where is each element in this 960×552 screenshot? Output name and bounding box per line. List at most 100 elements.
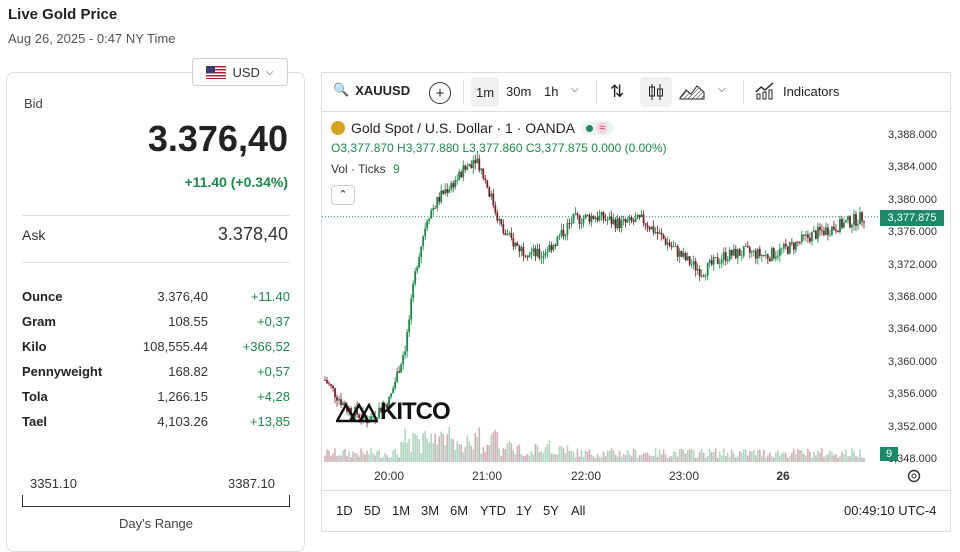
market-status-icon: ≈ — [581, 121, 614, 135]
volume-bar — [368, 454, 370, 462]
candle-body — [626, 220, 629, 223]
bottom-divider — [322, 490, 950, 491]
bar-style-icon[interactable]: ⇅ — [610, 82, 625, 101]
candle-body — [468, 164, 471, 167]
volume-bar — [738, 451, 741, 462]
volume-bar — [740, 452, 743, 462]
candle-body — [742, 246, 745, 256]
candle-body — [628, 217, 631, 221]
candle-body — [746, 245, 749, 248]
volume-bar — [470, 445, 473, 462]
volume-bar — [752, 450, 755, 462]
candle-body — [792, 242, 795, 250]
volume-bar — [436, 444, 439, 462]
volume-bar — [730, 449, 733, 462]
candle-body — [368, 422, 370, 424]
candle-body — [724, 252, 727, 261]
volume-bar — [720, 455, 723, 462]
candle-body — [622, 219, 625, 221]
volume-bar — [464, 447, 467, 462]
volume-bar — [438, 436, 441, 462]
volume-bar — [801, 450, 803, 462]
candle-body — [578, 215, 581, 224]
candle-body — [658, 232, 661, 234]
timeframe-30m[interactable]: 30m — [506, 84, 532, 99]
volume-bar — [748, 450, 751, 462]
candle-body — [604, 219, 607, 221]
currency-select[interactable]: USD ⌵ — [192, 58, 288, 86]
timeframe-1h[interactable]: 1h — [544, 84, 559, 99]
range-3m[interactable]: 3M — [421, 503, 440, 518]
range-1y[interactable]: 1Y — [516, 503, 532, 518]
range-5y[interactable]: 5Y — [543, 503, 559, 518]
candle-body — [536, 248, 539, 257]
candle-body — [730, 249, 733, 256]
range-ytd[interactable]: YTD — [480, 503, 506, 518]
candle-body — [823, 230, 825, 235]
candle-body — [478, 158, 481, 171]
candle-body — [592, 215, 595, 219]
unit-price: 1,266.15 — [157, 389, 208, 404]
volume-bar — [861, 457, 863, 462]
range-all[interactable]: All — [571, 503, 586, 518]
price-chart[interactable] — [322, 112, 880, 464]
volume-bar — [710, 452, 713, 462]
range-1d[interactable]: 1D — [336, 503, 353, 518]
candle-body — [534, 248, 537, 257]
candle-body — [706, 263, 709, 276]
volume-bar — [394, 448, 396, 462]
volume-bar — [769, 452, 771, 462]
range-5d[interactable]: 5D — [364, 503, 381, 518]
candle-body — [764, 254, 767, 256]
candle-body — [332, 385, 334, 389]
candle-body — [770, 248, 773, 262]
candle-body — [498, 219, 501, 221]
candles-icon[interactable] — [640, 77, 672, 107]
candle-body — [680, 250, 683, 257]
candle-body — [500, 219, 503, 225]
volume-bar — [598, 456, 601, 462]
volume-bar — [833, 455, 835, 462]
volume-bar — [777, 450, 779, 462]
timeframe-1m[interactable]: 1m — [471, 77, 499, 107]
indicators-button[interactable]: Indicators — [755, 82, 839, 100]
volume-bar — [829, 450, 831, 462]
volume-value: 9 — [393, 162, 400, 176]
area-chart-icon[interactable] — [679, 82, 705, 100]
candle-body — [650, 226, 653, 230]
volume-bar — [849, 456, 851, 462]
volume-bar — [396, 454, 398, 462]
candle-body — [790, 242, 793, 244]
chevron-down-icon[interactable]: ⌵ — [571, 84, 579, 95]
last-volume-tag: 9 — [880, 447, 898, 461]
gold-coin-icon — [331, 121, 345, 135]
volume-bar — [472, 449, 475, 462]
volume-bar — [434, 433, 437, 462]
volume-bar — [666, 457, 669, 462]
volume-bar — [476, 436, 479, 462]
volume-bar — [416, 435, 418, 462]
candle-body — [540, 257, 543, 259]
chevron-down-icon[interactable]: ⌵ — [718, 84, 726, 95]
volume-bar — [506, 443, 509, 462]
candle-body — [835, 229, 837, 231]
volume-bar — [638, 455, 641, 462]
candle-body — [550, 244, 553, 251]
volume-bar — [843, 454, 845, 462]
candle-body — [512, 237, 515, 247]
volume-bar — [684, 453, 687, 462]
candle-body — [588, 215, 591, 222]
volume-bar — [620, 456, 623, 462]
unit-price: 4,103.26 — [157, 414, 208, 429]
volume-bar — [336, 456, 338, 462]
volume-bar — [456, 441, 459, 462]
settings-gear-icon[interactable] — [906, 468, 922, 484]
volume-bar — [779, 455, 781, 462]
volume-bar — [793, 448, 795, 462]
add-symbol-button[interactable]: + — [429, 82, 451, 104]
range-6m[interactable]: 6M — [450, 503, 469, 518]
symbol-search[interactable]: 🔍 XAUUSD — [333, 82, 410, 98]
volume-bar — [572, 451, 575, 462]
range-1m[interactable]: 1M — [392, 503, 411, 518]
collapse-legend-button[interactable]: ⌃ — [331, 185, 355, 205]
